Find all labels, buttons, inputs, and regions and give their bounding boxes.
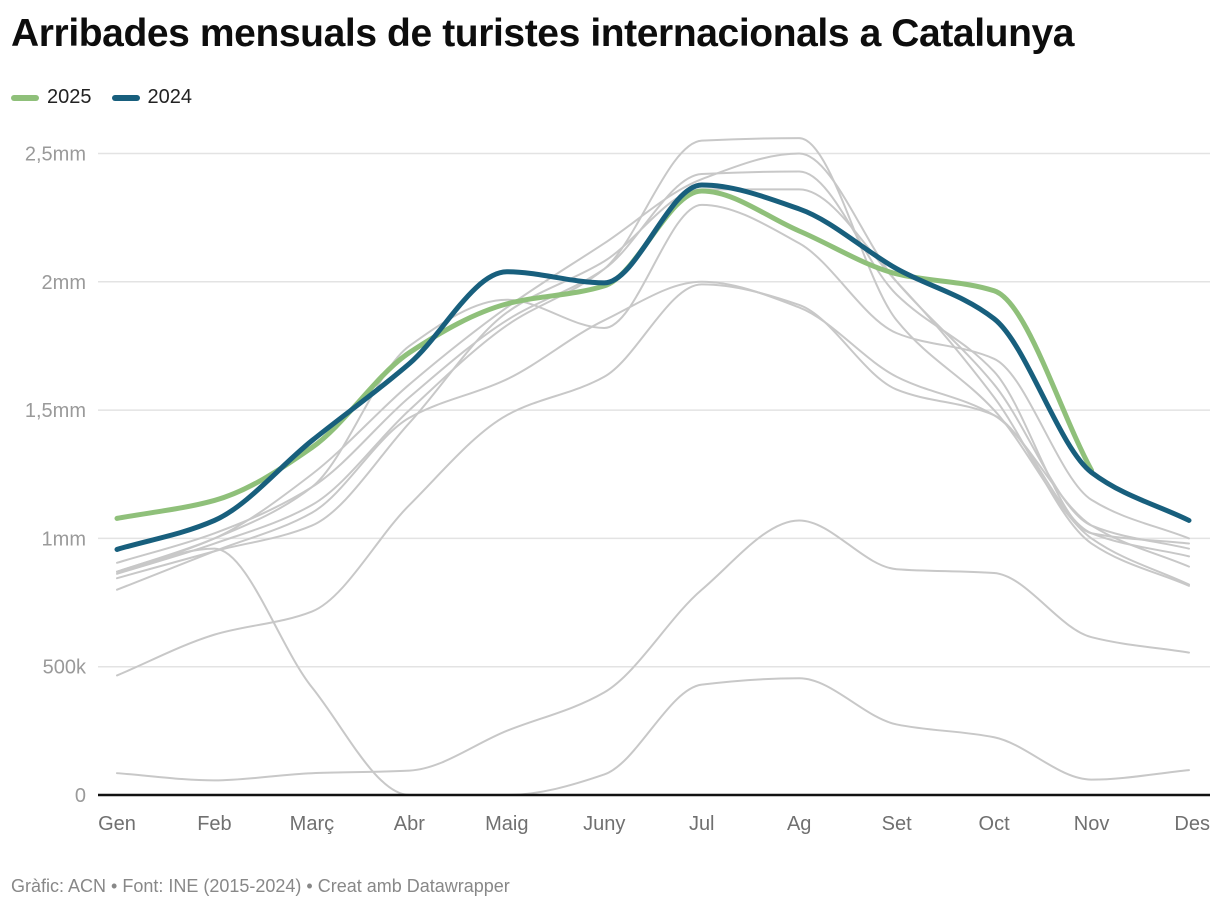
y-tick-label: 1,5mm: [25, 400, 86, 422]
legend-swatch-2024: [111, 94, 140, 101]
history-line-prior-year-d: [116, 188, 1190, 587]
x-tick-label: Feb: [197, 813, 231, 835]
y-tick-label: 500k: [43, 657, 87, 679]
legend: 2025 2024: [11, 86, 192, 109]
x-tick-label: Juny: [583, 813, 625, 835]
x-axis-ticks: Gen Feb Març Abr Maig Juny Jul Ag Set Oct Nov Des: [98, 813, 1210, 835]
x-tick-label: Ag: [787, 813, 811, 835]
chart-footer-credits: Gràfic: ACN • Font: INE (2015-2024) • Cr…: [11, 876, 510, 896]
legend-label-2024: 2024: [147, 86, 193, 108]
x-tick-label: Gen: [98, 813, 136, 835]
x-tick-label: Des: [1174, 813, 1210, 835]
history-lines: [116, 137, 1190, 797]
x-tick-label: Nov: [1074, 813, 1110, 835]
history-line-prior-year-h: [116, 519, 1190, 782]
highlight-lines: [114, 182, 1192, 552]
x-tick-label: Maig: [485, 813, 528, 835]
legend-label-2025: 2025: [47, 86, 92, 108]
history-line-prior-year-a: [116, 137, 1190, 586]
x-tick-label: Abr: [394, 813, 425, 835]
chart-title: Arribades mensuals de turistes internaci…: [11, 12, 1075, 55]
x-tick-label: Jul: [689, 813, 715, 835]
history-line-prior-year-i: [116, 547, 1190, 797]
series-line-2024: [114, 182, 1192, 552]
y-tick-label: 2,5mm: [25, 144, 86, 166]
gridlines: [98, 152, 1210, 668]
x-tick-label: Set: [882, 813, 912, 835]
y-tick-label: 0: [75, 785, 86, 807]
x-tick-label: Oct: [979, 813, 1011, 835]
legend-item-2025[interactable]: 2025: [11, 86, 92, 109]
y-axis-ticks: 0 500k 1mm 1,5mm 2mm 2,5mm: [25, 144, 87, 808]
legend-swatch-2025: [11, 94, 39, 101]
y-tick-label: 1mm: [42, 528, 86, 550]
y-tick-label: 2mm: [42, 272, 86, 294]
history-line-prior-year-g: [116, 283, 1190, 677]
legend-item-2024[interactable]: 2024: [111, 86, 193, 109]
x-tick-label: Març: [290, 813, 334, 835]
series-line-2025: [114, 188, 1095, 521]
history-line-prior-year-b: [116, 152, 1190, 573]
history-line-prior-year-e: [116, 203, 1190, 573]
